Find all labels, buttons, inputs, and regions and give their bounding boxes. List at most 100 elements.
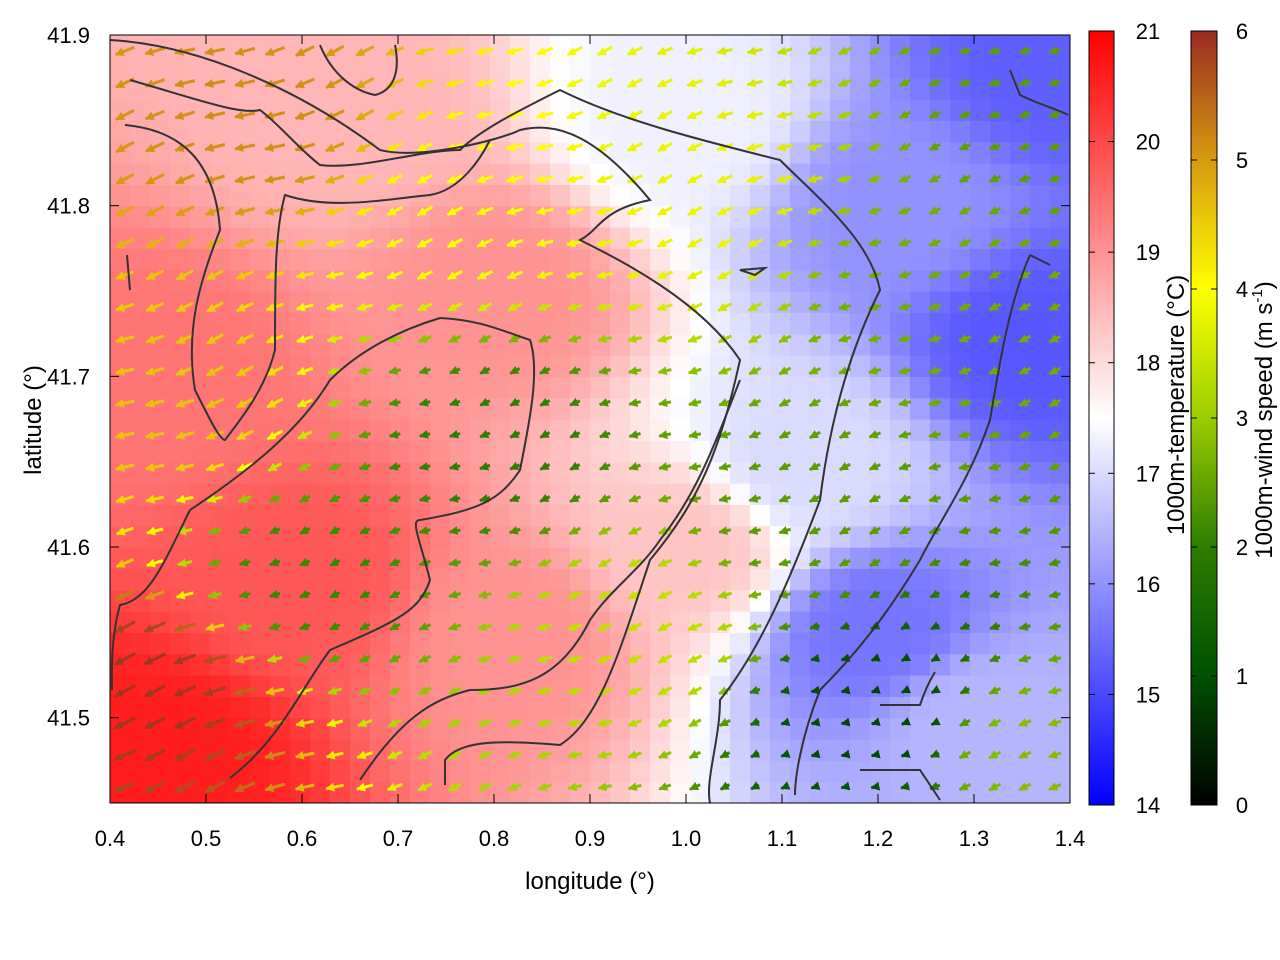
- heatmap-cell: [730, 141, 751, 164]
- heatmap-cell: [870, 739, 891, 761]
- heatmap-cell: [710, 184, 731, 207]
- wind-arrow: [264, 143, 286, 152]
- wind-arrow: [145, 366, 165, 376]
- wind-arrow: [359, 589, 371, 599]
- heatmap-cell: [110, 696, 131, 719]
- heatmap-cell: [690, 781, 711, 803]
- heatmap-cell: [390, 312, 411, 335]
- colorbar-tick-label: 18: [1136, 351, 1160, 376]
- x-tick-label: 1.1: [767, 826, 798, 851]
- heatmap-cell: [490, 99, 511, 121]
- wind-arrow: [686, 46, 704, 56]
- heatmap-cell: [370, 99, 391, 121]
- wind-arrow: [746, 78, 763, 88]
- heatmap-cell: [570, 440, 591, 463]
- wind-arrow: [388, 654, 402, 664]
- heatmap-cell: [630, 56, 651, 79]
- wind-arrow: [417, 334, 432, 343]
- wind-arrow: [204, 748, 226, 762]
- heatmap-cell: [990, 184, 1011, 207]
- wind-arrow: [1018, 462, 1032, 471]
- wind-arrow: [479, 365, 491, 375]
- wind-arrow: [599, 429, 611, 439]
- wind-arrow: [657, 718, 673, 728]
- heatmap-cell: [390, 696, 411, 719]
- heatmap-cell: [1010, 632, 1031, 655]
- heatmap-cell: [970, 739, 991, 761]
- heatmap-cell: [670, 56, 691, 79]
- heatmap-cell: [650, 184, 671, 207]
- heatmap-cell: [270, 184, 291, 207]
- heatmap-cell: [810, 227, 831, 249]
- heatmap-cell: [870, 504, 891, 527]
- wind-arrow: [687, 366, 702, 375]
- heatmap-cell: [490, 632, 511, 655]
- heatmap-cell: [110, 397, 131, 420]
- heatmap-cell: [510, 611, 531, 633]
- wind-arrow: [174, 716, 196, 730]
- colorbar-tick-label: 1: [1236, 664, 1248, 689]
- heatmap-cell: [530, 760, 551, 783]
- wind-arrow: [928, 238, 942, 247]
- heatmap-cell: [930, 376, 951, 399]
- heatmap-cell: [830, 376, 851, 399]
- heatmap-cell: [690, 696, 711, 719]
- heatmap-cell: [510, 312, 531, 335]
- wind-arrow: [387, 750, 403, 760]
- wind-arrow: [264, 782, 286, 792]
- heatmap-cell: [890, 355, 911, 377]
- heatmap-cell: [530, 163, 551, 185]
- wind-arrow: [599, 461, 611, 471]
- heatmap-cell: [1030, 269, 1051, 292]
- wind-arrow: [386, 302, 403, 312]
- heatmap-cell: [370, 269, 391, 292]
- heatmap-cell: [650, 632, 671, 655]
- wind-arrow: [266, 365, 284, 377]
- wind-arrow: [898, 462, 912, 471]
- heatmap-cell: [930, 419, 951, 441]
- heatmap-cell: [490, 440, 511, 463]
- heatmap-cell: [810, 376, 831, 399]
- wind-arrow: [295, 270, 314, 280]
- heatmap-cell: [970, 653, 991, 676]
- temperature-colorbar-label: 1000m-temperature (°C): [1163, 275, 1190, 535]
- heatmap-cell: [450, 611, 471, 633]
- heatmap-cell: [1030, 632, 1051, 655]
- wind-arrow: [658, 494, 672, 503]
- heatmap-cell: [430, 632, 451, 655]
- heatmap-cell: [1010, 440, 1031, 463]
- heatmap-cell: [490, 397, 511, 420]
- heatmap-cell: [670, 547, 691, 569]
- wind-arrow: [173, 622, 196, 633]
- wind-arrow: [389, 621, 401, 631]
- heatmap-cell: [910, 739, 931, 761]
- heatmap-cell: [1050, 376, 1070, 399]
- heatmap-cell: [750, 312, 771, 335]
- wind-arrow: [778, 461, 791, 471]
- heatmap-cell: [690, 248, 711, 271]
- heatmap-cell: [470, 611, 491, 633]
- heatmap-cell: [290, 120, 311, 143]
- heatmap-cell: [550, 248, 571, 271]
- heatmap-cell: [130, 56, 151, 79]
- heatmap-cell: [1010, 184, 1031, 207]
- heatmap-cell: [210, 248, 231, 271]
- wind-label-exponent: -1: [1249, 289, 1266, 302]
- heatmap-cell: [990, 760, 1011, 783]
- heatmap-cell: [310, 611, 331, 633]
- heatmap-cell: [670, 120, 691, 143]
- heatmap-cell: [1010, 77, 1031, 100]
- heatmap-cell: [650, 376, 671, 399]
- wind-arrow: [416, 237, 434, 249]
- heatmap-cell: [310, 355, 331, 377]
- heatmap-cell: [510, 696, 531, 719]
- heatmap-cell: [690, 184, 711, 207]
- wind-arrow: [687, 205, 703, 217]
- wind-arrow: [746, 206, 764, 216]
- wind-arrow: [778, 558, 792, 567]
- wind-arrow: [719, 749, 731, 759]
- heatmap-cell: [970, 547, 991, 569]
- heatmap-cell: [230, 696, 251, 719]
- wind-arrow: [386, 141, 404, 153]
- wind-arrow: [234, 143, 256, 152]
